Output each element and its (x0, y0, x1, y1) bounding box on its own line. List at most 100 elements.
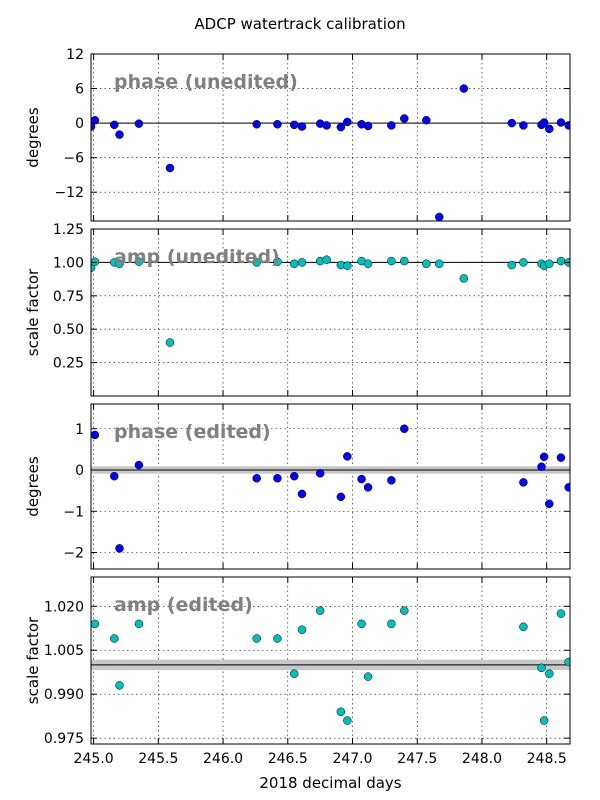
data-point (387, 619, 396, 629)
data-point (273, 257, 282, 266)
data-point (357, 474, 366, 484)
data-point (252, 634, 261, 643)
y-tick-label: 1.020 (44, 599, 84, 615)
data-point (273, 634, 282, 643)
data-point (400, 114, 409, 123)
data-point (297, 625, 307, 634)
y-tick-label: 0.75 (53, 289, 84, 305)
data-point (110, 634, 119, 643)
y-tick-label: 0 (75, 116, 84, 132)
x-axis-label: 2018 decimal days (259, 774, 401, 792)
data-point (165, 163, 175, 173)
y-tick-label: 12 (66, 47, 84, 63)
data-point (537, 663, 546, 673)
y-tick-label: 6 (75, 82, 84, 98)
y-tick-label: 0 (75, 463, 84, 479)
y-axis-label: scale factor (24, 268, 42, 356)
data-point (91, 257, 100, 266)
data-point (134, 119, 144, 128)
data-points (91, 606, 570, 725)
axes-frame (90, 403, 571, 570)
data-point (357, 619, 366, 629)
panel-3: phase (edited) 1 0 −1 −2 degrees (24, 403, 571, 570)
data-point (290, 669, 299, 678)
x-tick-label: 246.0 (203, 751, 243, 767)
data-point (556, 118, 566, 127)
data-point (297, 489, 307, 499)
data-point (322, 255, 331, 264)
data-point (115, 130, 124, 139)
x-tick-label: 245.5 (138, 751, 178, 767)
data-point (387, 121, 396, 130)
y-tick-label: 1.005 (44, 643, 84, 659)
data-point (273, 120, 282, 129)
data-points (91, 424, 570, 553)
data-point (545, 499, 554, 509)
data-point (252, 258, 261, 267)
data-points (91, 84, 570, 221)
data-point (134, 257, 144, 266)
y-tick-label: 1.00 (53, 255, 84, 271)
axes-frame (90, 53, 571, 222)
data-point (537, 462, 546, 471)
data-point (400, 606, 409, 615)
y-tick-label: −6 (63, 151, 84, 167)
data-point (556, 609, 566, 618)
y-tick-label: −12 (54, 185, 84, 201)
data-point (556, 453, 566, 462)
data-point (297, 122, 307, 131)
data-point (539, 118, 549, 127)
data-point (115, 544, 124, 553)
data-point (290, 120, 299, 130)
panel-1: phase (unedited) 12 6 0 −6 −12 degrees (24, 47, 571, 222)
data-point (91, 619, 100, 629)
data-point (252, 474, 261, 483)
panel-label: phase (edited) (114, 421, 271, 443)
y-tick-label: 0.50 (53, 322, 84, 338)
y-tick-label: 0.990 (44, 687, 84, 703)
data-point (91, 122, 96, 131)
data-point (422, 259, 431, 268)
data-point (110, 120, 119, 130)
data-point (422, 115, 431, 125)
data-point (539, 716, 549, 725)
x-tick-label: 248.5 (527, 751, 567, 767)
data-point (387, 256, 396, 266)
data-point (400, 256, 409, 266)
y-axis-label: degrees (24, 456, 42, 517)
data-point (459, 84, 469, 93)
y-tick-label: 0.975 (44, 731, 84, 747)
y-tick-label: −1 (63, 504, 84, 520)
panels: phase (unedited) 12 6 0 −6 −12 degrees amp (une… (24, 47, 571, 792)
data-point (336, 492, 346, 502)
data-point (336, 122, 346, 132)
data-point (363, 483, 373, 492)
data-point (434, 259, 444, 268)
data-point (315, 606, 325, 615)
data-point (110, 471, 119, 481)
panel-label: amp (edited) (114, 594, 253, 616)
data-points (91, 255, 570, 347)
data-point (343, 261, 352, 270)
axes-frame (90, 228, 571, 397)
data-point (564, 483, 570, 492)
data-point (343, 452, 352, 461)
data-point (519, 258, 528, 267)
data-point (273, 474, 282, 483)
data-point (252, 120, 261, 129)
data-point (363, 259, 373, 268)
x-tick-label: 245.0 (74, 751, 114, 767)
y-tick-label: 1 (75, 422, 84, 438)
x-tick-label: 246.5 (268, 751, 308, 767)
data-point (507, 260, 516, 270)
data-point (545, 124, 554, 134)
data-point (545, 669, 554, 678)
data-point (519, 622, 528, 632)
data-point (91, 115, 100, 125)
data-point (343, 716, 352, 725)
y-axis-label: scale factor (24, 616, 42, 704)
data-point (434, 212, 444, 221)
y-axis-label: degrees (24, 107, 42, 168)
data-point (115, 259, 124, 268)
data-point (507, 118, 516, 128)
